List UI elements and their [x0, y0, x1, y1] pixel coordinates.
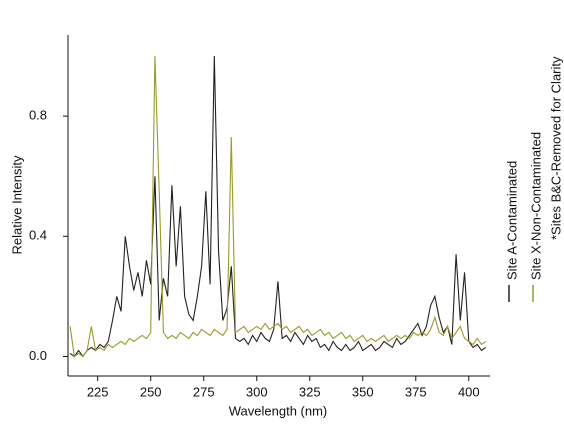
series-line: [69, 56, 487, 358]
x-tick-label: 300: [246, 384, 268, 399]
legend-label: Site A-Contaminated: [504, 161, 519, 280]
x-tick-label: 250: [140, 384, 162, 399]
annotation: *Sites B&C-Removed for Clarity: [548, 56, 563, 240]
x-axis-label: Wavelength (nm): [229, 403, 328, 418]
x-tick-label: 275: [193, 384, 215, 399]
x-tick-label: 325: [299, 384, 321, 399]
x-tick-label: 400: [458, 384, 480, 399]
y-axis-label: Relative Intensity: [9, 155, 24, 254]
x-tick-label: 375: [405, 384, 427, 399]
series-line: [69, 56, 487, 358]
y-tick-label: 0.8: [29, 108, 47, 123]
x-tick-label: 225: [87, 384, 109, 399]
y-tick-label: 0.0: [29, 348, 47, 363]
x-tick-label: 350: [352, 384, 374, 399]
legend-label: Site X-Non-Contaminated: [528, 132, 543, 280]
y-tick-label: 0.4: [29, 228, 47, 243]
